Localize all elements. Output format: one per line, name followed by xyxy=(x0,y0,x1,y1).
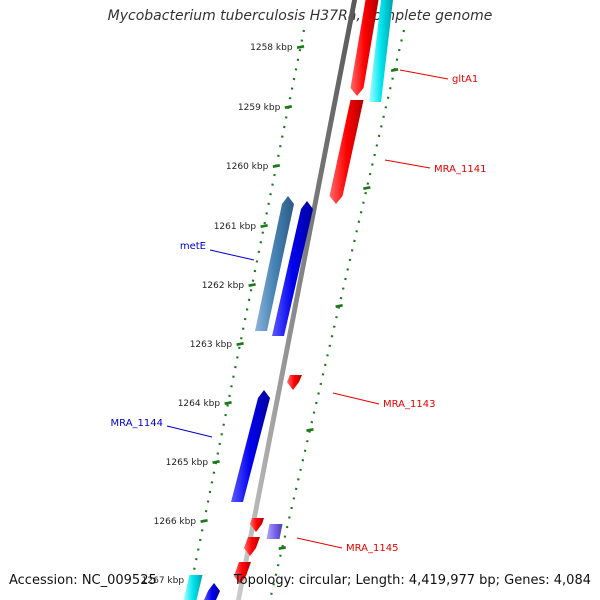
gene-label: MRA_1144 xyxy=(111,418,163,429)
kbp-tick-label: 1267 kbp xyxy=(142,576,185,586)
major-tick xyxy=(284,105,293,109)
backbone xyxy=(235,0,358,600)
outer-major-tick xyxy=(278,546,286,550)
major-tick xyxy=(248,283,256,287)
label-leader-line xyxy=(384,159,431,169)
kbp-tick-label: 1265 kbp xyxy=(166,458,209,468)
label-leader-line xyxy=(332,392,380,405)
misc-feature xyxy=(266,524,283,539)
tick-track: 1258 kbp 1259 kbp 1260 kbp 1261 kbp 1262 kbp… xyxy=(142,29,406,600)
label-leader-line xyxy=(296,537,343,549)
gene-labels: gltA1 MRA_1141 metE MRA_1143 MRA_1144 MRA_114… xyxy=(111,69,486,554)
outer-major-tick xyxy=(306,428,314,432)
kbp-tick-label: 1264 kbp xyxy=(178,399,221,409)
kbp-tick-label: 1261 kbp xyxy=(214,222,257,232)
major-tick xyxy=(224,401,232,405)
kbp-tick-label: 1258 kbp xyxy=(250,43,293,53)
major-tick xyxy=(260,224,268,228)
gene-label: MRA_1141 xyxy=(434,164,486,175)
mra-1143-gene xyxy=(287,375,302,390)
major-tick xyxy=(236,342,244,346)
major-tick xyxy=(200,519,208,523)
kbp-tick-label: 1266 kbp xyxy=(154,517,197,527)
major-tick xyxy=(296,45,305,49)
mra-1144-gene xyxy=(231,390,270,502)
mra-1145-gene xyxy=(250,518,264,532)
rna-feature-b xyxy=(183,575,203,600)
label-leader-line xyxy=(209,249,255,261)
backbone-line xyxy=(235,0,358,600)
major-tick xyxy=(272,164,281,168)
mra-1141-gene xyxy=(329,100,364,204)
metE-gene xyxy=(255,196,294,331)
label-leader-line xyxy=(399,69,449,80)
topology-text: Topology: circular; Length: 4,419,977 bp… xyxy=(233,573,591,588)
gene-label: gltA1 xyxy=(452,74,478,85)
map-title: Mycobacterium tuberculosis H37Ra, comple… xyxy=(107,8,493,24)
outer-major-tick xyxy=(335,304,343,308)
red-gene-c xyxy=(234,562,251,584)
outer-tick-ring xyxy=(268,29,406,600)
blue-gene-b xyxy=(204,583,220,600)
gene-label: metE xyxy=(180,241,206,252)
kbp-tick-label: 1260 kbp xyxy=(226,162,269,172)
gene-label: MRA_1145 xyxy=(346,543,398,554)
kbp-tick-label: 1262 kbp xyxy=(202,281,245,291)
label-leader-line xyxy=(166,425,213,438)
accession-text: Accession: NC_009525 xyxy=(9,573,157,588)
blue-gene-a xyxy=(272,201,313,336)
outer-major-tick xyxy=(363,186,371,190)
outer-major-tick xyxy=(390,68,399,72)
gltA1-gene xyxy=(350,0,379,96)
major-tick xyxy=(212,460,220,464)
kbp-tick-label: 1259 kbp xyxy=(238,103,281,113)
feature-track xyxy=(183,0,393,600)
rna-feature xyxy=(369,0,393,102)
kbp-tick-label: 1263 kbp xyxy=(190,340,233,350)
red-gene-b xyxy=(244,537,260,556)
gene-label: MRA_1143 xyxy=(383,399,435,410)
